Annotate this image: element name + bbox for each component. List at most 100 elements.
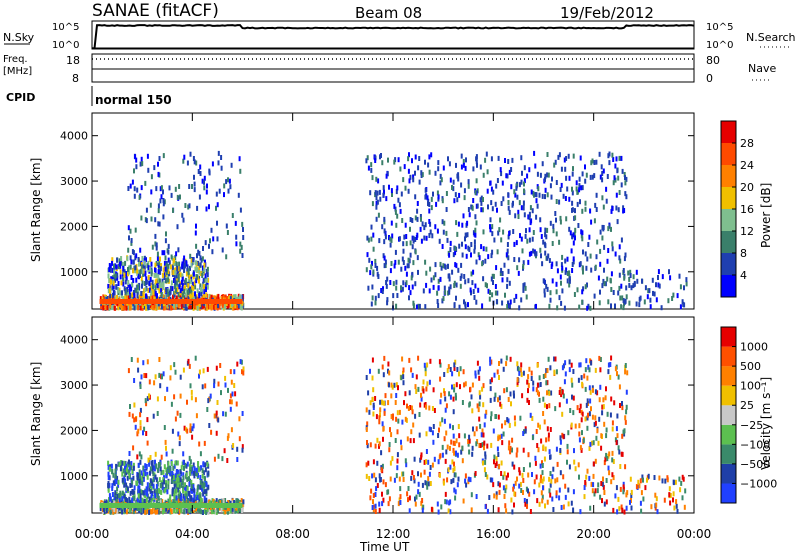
echo-cell xyxy=(523,188,525,194)
echo-cell xyxy=(444,458,447,464)
echo-cell xyxy=(522,431,525,436)
echo-cell xyxy=(484,451,487,457)
echo-cell xyxy=(507,159,510,164)
echo-cell xyxy=(152,413,155,419)
echo-cell xyxy=(187,278,190,284)
echo-cell xyxy=(175,288,177,294)
echo-cell xyxy=(540,474,542,480)
echo-cell xyxy=(142,268,145,274)
echo-cell xyxy=(657,269,660,275)
echo-cell xyxy=(535,429,538,434)
echo-cell xyxy=(374,258,377,264)
echo-cell xyxy=(130,282,133,288)
echo-cell xyxy=(485,409,488,415)
echo-cell xyxy=(615,485,618,491)
echo-cell xyxy=(180,482,183,488)
echo-cell xyxy=(603,244,606,250)
echo-cell xyxy=(365,407,368,413)
echo-cell xyxy=(411,409,414,415)
echo-cell xyxy=(186,485,189,491)
echo-cell xyxy=(442,480,445,486)
echo-cell xyxy=(421,498,424,503)
echo-cell xyxy=(201,178,204,184)
echo-cell xyxy=(128,472,131,478)
echo-cell xyxy=(382,436,384,442)
echo-cell xyxy=(579,362,582,368)
echo-cell xyxy=(623,256,626,262)
echo-cell xyxy=(195,260,197,266)
echo-cell xyxy=(506,304,509,309)
echo-cell xyxy=(203,277,206,283)
echo-cell xyxy=(656,509,659,515)
echo-cell xyxy=(439,453,442,459)
echo-cell xyxy=(469,477,472,483)
echo-cell xyxy=(184,462,187,468)
echo-cell xyxy=(545,380,548,386)
echo-cell xyxy=(466,232,469,238)
echo-cell xyxy=(648,288,651,294)
site-title: SANAE (fitACF) xyxy=(92,1,219,21)
echo-cell xyxy=(190,293,193,299)
echo-cell xyxy=(534,163,537,169)
echo-cell xyxy=(369,368,371,374)
echo-cell xyxy=(605,452,608,458)
echo-cell xyxy=(437,303,440,308)
echo-cell xyxy=(571,190,574,196)
echo-cell xyxy=(231,391,234,397)
echo-cell xyxy=(479,443,482,448)
echo-cell xyxy=(456,231,459,237)
echo-cell xyxy=(421,221,424,227)
echo-cell xyxy=(116,272,119,278)
echo-cell xyxy=(560,280,562,286)
echo-cell xyxy=(124,302,127,308)
echo-cell xyxy=(155,242,158,248)
echo-cell xyxy=(390,237,393,243)
echo-cell xyxy=(151,460,154,465)
power-colorbar-label: Power [dB] xyxy=(759,183,773,248)
echo-cell xyxy=(151,244,154,250)
echo-cell xyxy=(194,291,196,297)
echo-cell xyxy=(233,383,236,388)
echo-cell xyxy=(222,411,225,417)
echo-cell xyxy=(173,490,176,496)
echo-cell xyxy=(457,424,460,429)
echo-cell xyxy=(202,246,204,251)
echo-cell xyxy=(474,190,477,196)
velocity-echo-cells xyxy=(99,355,687,515)
echo-cell xyxy=(144,271,147,277)
echo-cell xyxy=(173,292,176,298)
echo-cell xyxy=(205,488,208,494)
echo-cell xyxy=(139,473,141,479)
velocity-colorbar-frame xyxy=(720,326,737,504)
echo-cell xyxy=(429,266,432,272)
echo-cell xyxy=(543,241,546,247)
echo-cell xyxy=(145,293,147,299)
echo-cell xyxy=(453,450,456,456)
echo-cell xyxy=(570,377,573,383)
echo-cell xyxy=(388,382,390,388)
echo-cell xyxy=(202,265,204,271)
echo-cell xyxy=(518,200,521,206)
echo-cell xyxy=(144,463,147,469)
echo-cell xyxy=(198,373,200,379)
echo-cell xyxy=(396,452,399,458)
echo-cell xyxy=(231,213,234,218)
echo-cell xyxy=(205,497,208,503)
echo-cell xyxy=(167,295,170,300)
echo-cell xyxy=(624,363,627,368)
echo-cell xyxy=(611,472,614,478)
echo-cell xyxy=(550,264,553,269)
echo-cell xyxy=(376,199,379,205)
echo-cell xyxy=(492,189,495,195)
echo-cell xyxy=(522,260,525,266)
echo-cell xyxy=(239,248,242,254)
echo-cell xyxy=(399,166,402,172)
echo-cell xyxy=(683,285,685,291)
echo-cell xyxy=(658,283,661,289)
echo-cell xyxy=(424,259,427,265)
nave-tick-high: 80 xyxy=(706,54,720,67)
echo-cell xyxy=(174,473,177,479)
echo-cell xyxy=(574,466,577,472)
echo-cell xyxy=(155,483,158,489)
echo-cell xyxy=(230,379,233,385)
